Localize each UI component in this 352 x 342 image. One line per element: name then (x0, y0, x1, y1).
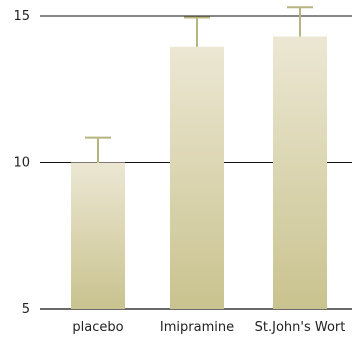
bar-imipramine (170, 46, 224, 309)
x-category-label: placebo (72, 320, 123, 335)
bar-placebo (71, 162, 125, 309)
x-category-label: St.John's Wort (255, 320, 346, 335)
x-axis-labels: placebo Imipramine St.John's Wort (72, 320, 345, 335)
bar-st-john-s-wort (273, 36, 327, 309)
bars (71, 36, 327, 309)
error-bar (287, 6, 313, 37)
y-tick-label: 10 (13, 156, 30, 171)
error-bars (85, 6, 313, 163)
x-category-label: Imipramine (160, 320, 234, 335)
y-axis-ticks: 5 10 15 (13, 9, 30, 317)
y-tick-label: 15 (13, 9, 30, 24)
error-bar (184, 16, 210, 47)
error-bar (85, 136, 111, 163)
y-tick-label: 5 (22, 302, 30, 317)
